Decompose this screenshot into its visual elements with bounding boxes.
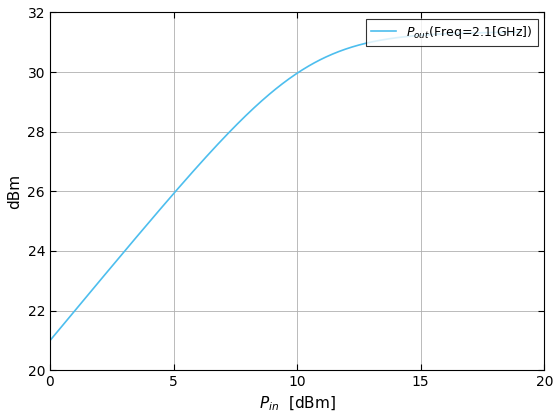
Legend: $P_{out}$(Freq=2.1[GHz]): $P_{out}$(Freq=2.1[GHz]) bbox=[366, 19, 538, 46]
$P_{out}$(Freq=2.1[GHz]) bbox=[326, 53, 333, 58]
$P_{out}$(Freq=2.1[GHz]) bbox=[432, 32, 438, 37]
$P_{out}$(Freq=2.1[GHz]) bbox=[273, 87, 279, 92]
$P_{out}$(Freq=2.1[GHz]) bbox=[270, 89, 277, 94]
$P_{out}$(Freq=2.1[GHz]) bbox=[301, 66, 307, 71]
X-axis label: $P_{in}$  [dBm]: $P_{in}$ [dBm] bbox=[259, 395, 335, 413]
Y-axis label: dBm: dBm bbox=[7, 174, 22, 209]
$P_{out}$(Freq=2.1[GHz]) bbox=[505, 30, 512, 35]
Line: $P_{out}$(Freq=2.1[GHz]): $P_{out}$(Freq=2.1[GHz]) bbox=[50, 32, 520, 341]
$P_{out}$(Freq=2.1[GHz]) bbox=[516, 30, 523, 35]
$P_{out}$(Freq=2.1[GHz]) bbox=[46, 338, 53, 343]
